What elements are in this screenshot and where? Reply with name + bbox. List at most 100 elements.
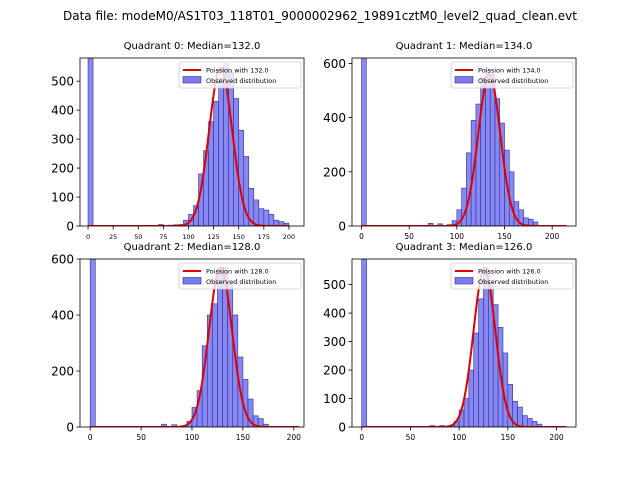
x-tick-label: 200: [287, 433, 302, 442]
histogram-bar: [212, 303, 218, 427]
histogram-bar: [478, 298, 484, 427]
x-tick-label: 200: [549, 433, 564, 442]
subplot-quadrant-3: 0 50 100 150 200 0 100 200 300 400 500 Quadrant 3: …: [323, 242, 577, 442]
x-tick-label: 25: [109, 233, 117, 241]
x-tick-label: 0: [359, 433, 364, 442]
y-tick-label: 100: [51, 191, 74, 205]
histogram-bar: [87, 58, 94, 226]
legend-label-observed: Observed distribution: [478, 278, 548, 286]
histogram-bar: [258, 208, 265, 226]
histogram-bar: [427, 222, 434, 226]
y-tick-label: 0: [66, 421, 74, 435]
histogram-bar: [208, 121, 214, 226]
y-tick-label: 500: [323, 278, 346, 292]
subplot-quadrant-1: 0 50 100 150 200 0 200 400 600 Quadrant 1: Median…: [323, 41, 577, 241]
histogram-bar: [257, 418, 264, 427]
histogram-bar: [483, 267, 489, 427]
x-tick-label: 150: [236, 433, 251, 442]
x-tick-label: 50: [134, 233, 142, 241]
x-tick-label: 100: [450, 232, 465, 241]
legend-label-poisson: Poission with 126.0: [478, 268, 541, 276]
legend-bar-swatch: [454, 76, 474, 84]
x-tick-label: 150: [501, 433, 516, 442]
legend-label-observed: Observed distribution: [478, 77, 548, 85]
legend-bar-swatch: [182, 76, 202, 84]
x-tick-label: 150: [232, 233, 244, 241]
histogram-bar: [527, 418, 533, 427]
legend-box: [178, 262, 302, 290]
x-tick-label: 150: [497, 232, 512, 241]
histogram-bar: [262, 423, 269, 427]
histogram-bar: [461, 187, 467, 226]
x-tick-label: 0: [88, 433, 93, 442]
histogram-bar: [361, 259, 367, 427]
subplot-quadrant-2: 0 50 100 150 200 0 200 400 600 Quadrant 2: Median…: [51, 242, 305, 442]
x-tick-label: 175: [258, 233, 270, 241]
x-tick-label: 75: [159, 233, 167, 241]
histogram-bar: [253, 199, 260, 226]
x-tick-label: 50: [404, 232, 414, 241]
legend-bar-swatch: [182, 277, 202, 285]
x-tick-label: 100: [182, 233, 194, 241]
histogram-bar: [263, 209, 270, 226]
y-tick-label: 400: [51, 104, 74, 118]
histogram-bar: [536, 423, 543, 427]
y-tick-label: 400: [51, 309, 74, 323]
histogram-bar: [463, 398, 470, 427]
y-tick-label: 400: [323, 111, 346, 125]
x-tick-label: 0: [86, 233, 90, 241]
histogram-bar: [489, 73, 496, 226]
y-tick-label: 400: [323, 307, 346, 321]
x-tick-label: 50: [136, 433, 146, 442]
y-tick-label: 200: [51, 162, 74, 176]
y-tick-label: 0: [66, 220, 74, 234]
histogram-bar: [532, 221, 539, 226]
y-tick-label: 200: [323, 165, 346, 179]
legend-label-observed: Observed distribution: [206, 77, 276, 85]
legend-box: [450, 262, 574, 290]
legend-box: [450, 61, 574, 89]
poisson-curve: [90, 266, 299, 427]
legend: Poission with 134.0 Observed distribution: [450, 61, 574, 89]
histogram-bar: [161, 423, 167, 427]
histogram-bar: [217, 269, 223, 427]
histogram-bar: [218, 77, 224, 226]
figure-suptitle: Data file: modeM0/AS1T03_118T01_90000029…: [63, 9, 577, 23]
axes-frame: [351, 258, 577, 428]
legend: Poission with 126.0 Observed distribution: [450, 262, 574, 290]
histogram-bar: [89, 259, 96, 427]
legend-box: [178, 61, 302, 89]
legend-label-poisson: Poission with 128.0: [206, 268, 269, 276]
y-tick-label: 300: [323, 335, 346, 349]
histogram-bar: [437, 223, 443, 226]
histogram-bar: [473, 332, 479, 427]
histogram-bars: [361, 58, 539, 226]
histogram-bar: [517, 406, 523, 427]
x-tick-label: 0: [359, 232, 364, 241]
y-tick-label: 600: [51, 253, 74, 267]
histogram-bar: [522, 415, 528, 427]
subplot-title: Quadrant 0: Median=132.0: [124, 41, 261, 52]
legend: Poission with 132.0 Observed distribution: [178, 61, 302, 89]
x-tick-label: 200: [283, 233, 295, 241]
y-tick-label: 100: [323, 392, 346, 406]
axes-frame: [351, 57, 577, 227]
y-tick-label: 0: [338, 421, 346, 435]
subplot-title: Quadrant 2: Median=128.0: [124, 242, 261, 253]
x-tick-label: 50: [406, 433, 416, 442]
subplot-quadrant-0: 0 25 50 75 100 125 150 175 200 0 100 200 300 400 500 Qu…: [51, 41, 305, 241]
poisson-curve: [361, 267, 567, 427]
legend-bar-swatch: [454, 277, 474, 285]
y-tick-label: 300: [51, 133, 74, 147]
subplot-title: Quadrant 1: Median=134.0: [396, 41, 533, 52]
histogram-bar: [485, 68, 491, 226]
subplot-title: Quadrant 3: Median=126.0: [396, 242, 533, 253]
histogram-bar: [361, 58, 367, 226]
y-tick-label: 500: [51, 75, 74, 89]
y-tick-label: 200: [323, 364, 346, 378]
legend-label-poisson: Poission with 132.0: [206, 67, 269, 75]
y-tick-label: 200: [51, 365, 74, 379]
histogram-bar: [228, 72, 234, 226]
histogram-bar: [268, 214, 275, 226]
x-tick-label: 100: [185, 433, 200, 442]
